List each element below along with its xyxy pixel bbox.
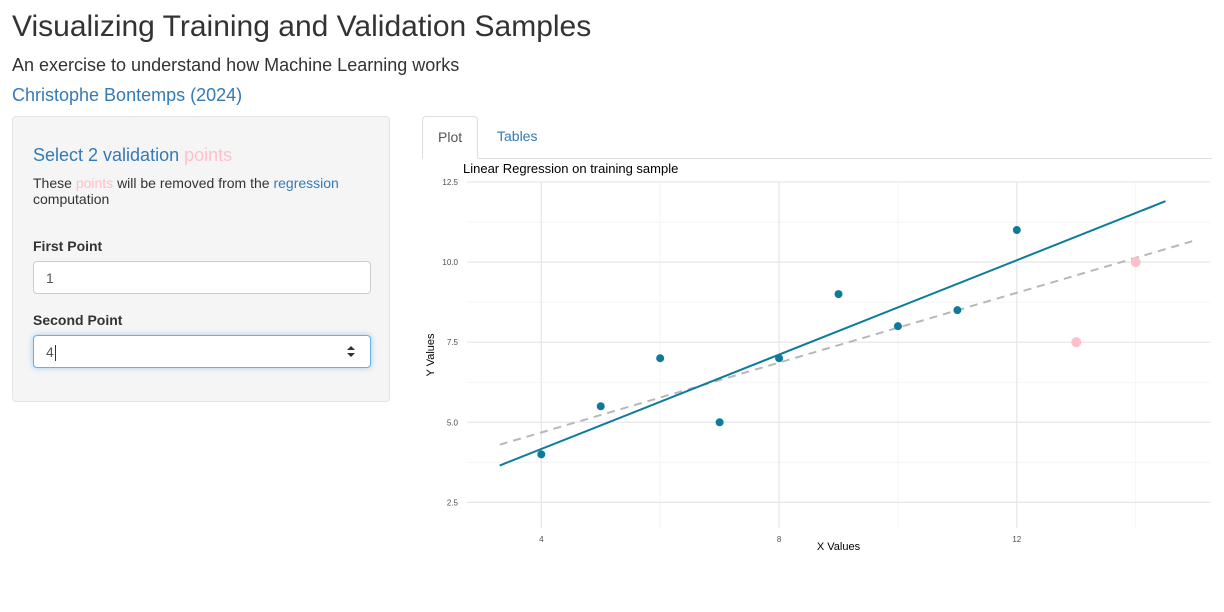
regression-chart: 4 8 12 2.5 5.0 7.5 10.0 12.5 Linear Regression o… bbox=[425, 161, 1210, 553]
training-point bbox=[893, 322, 902, 331]
heading-highlight: points bbox=[184, 145, 233, 165]
y-tick-label: 7.5 bbox=[447, 338, 459, 347]
y-tick-label: 5.0 bbox=[447, 418, 459, 427]
second-point-value: 4 bbox=[46, 344, 54, 360]
author-link[interactable]: Christophe Bontemps (2024) bbox=[12, 85, 243, 105]
page-subtitle: An exercise to understand how Machine Le… bbox=[12, 55, 460, 75]
chart-title: Linear Regression on training sample bbox=[463, 161, 678, 176]
y-tick-label: 10.0 bbox=[442, 258, 458, 267]
sidebar-description: These points will be removed from the re… bbox=[33, 175, 363, 207]
training-point bbox=[715, 418, 724, 427]
tab-tables[interactable]: Tables bbox=[497, 128, 538, 144]
training-point bbox=[1012, 226, 1021, 235]
spinner-arrows-icon[interactable] bbox=[346, 345, 356, 358]
y-axis-label: Y Values bbox=[425, 333, 437, 377]
validation-point bbox=[1071, 337, 1082, 348]
second-point-input[interactable]: 4 bbox=[33, 335, 371, 368]
y-tick-label: 12.5 bbox=[442, 178, 458, 187]
x-tick-label: 12 bbox=[1012, 535, 1021, 544]
heading-text: Select 2 validation bbox=[33, 145, 180, 165]
validation-point bbox=[1130, 257, 1141, 268]
first-point-label: First Point bbox=[33, 238, 103, 254]
first-point-input[interactable]: 1 bbox=[33, 261, 371, 294]
sidebar-heading: Select 2 validation points bbox=[33, 145, 232, 166]
text-cursor bbox=[54, 345, 56, 362]
sidebar-panel: Select 2 validation points These points … bbox=[12, 116, 390, 402]
first-point-value: 1 bbox=[46, 270, 54, 286]
training-point bbox=[953, 306, 962, 315]
tab-bar: Plot Tables bbox=[422, 116, 1212, 159]
x-tick-label: 8 bbox=[777, 535, 782, 544]
second-point-label: Second Point bbox=[33, 312, 123, 328]
desc-text-2: will be removed from the bbox=[117, 175, 270, 191]
desc-highlight-points: points bbox=[75, 175, 114, 191]
page-title: Visualizing Training and Validation Samp… bbox=[12, 10, 592, 43]
x-axis-label: X Values bbox=[817, 541, 861, 553]
training-point bbox=[537, 450, 546, 459]
x-tick-label: 4 bbox=[539, 535, 544, 544]
desc-highlight-regression: regression bbox=[273, 175, 339, 191]
training-point bbox=[775, 354, 784, 363]
desc-text-3: computation bbox=[33, 191, 110, 207]
training-point bbox=[656, 354, 665, 363]
dashed-regression-line bbox=[499, 240, 1193, 446]
y-tick-label: 2.5 bbox=[447, 498, 459, 507]
desc-text-1: These bbox=[33, 175, 72, 191]
training-point bbox=[596, 402, 605, 411]
tab-plot[interactable]: Plot bbox=[422, 116, 478, 159]
training-point bbox=[834, 290, 843, 299]
training-regression-line bbox=[499, 200, 1166, 467]
